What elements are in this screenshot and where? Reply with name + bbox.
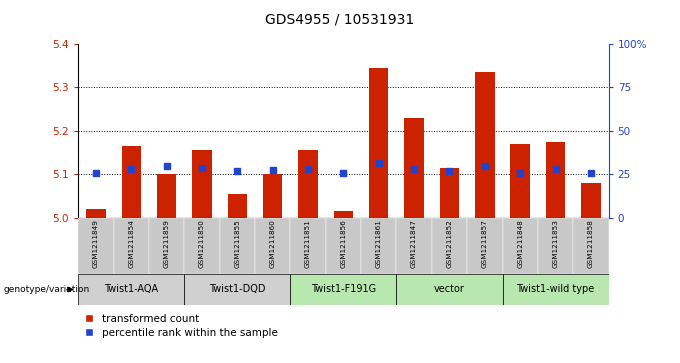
Point — [197, 165, 207, 171]
Bar — [396, 274, 503, 305]
Bar — [440, 168, 459, 218]
Bar — [546, 142, 565, 218]
Text: genotype/variation: genotype/variation — [3, 285, 90, 294]
Text: GSM1211853: GSM1211853 — [553, 220, 558, 268]
Text: GSM1211847: GSM1211847 — [411, 220, 417, 268]
Bar — [78, 274, 184, 305]
Bar — [581, 183, 600, 218]
Point — [303, 166, 313, 172]
Bar — [290, 274, 396, 305]
Text: GSM1211859: GSM1211859 — [164, 220, 169, 268]
Text: GSM1211849: GSM1211849 — [93, 220, 99, 268]
Bar — [157, 174, 176, 218]
Bar — [405, 118, 424, 218]
Text: GSM1211858: GSM1211858 — [588, 220, 594, 268]
Bar — [538, 218, 573, 274]
Text: GDS4955 / 10531931: GDS4955 / 10531931 — [265, 13, 415, 27]
Text: GSM1211854: GSM1211854 — [129, 220, 134, 268]
Bar — [511, 144, 530, 218]
Bar — [220, 218, 255, 274]
Bar — [184, 274, 290, 305]
Bar — [122, 146, 141, 218]
Point — [550, 166, 561, 172]
Point — [373, 160, 384, 166]
Text: GSM1211861: GSM1211861 — [376, 220, 381, 268]
Bar — [369, 68, 388, 218]
Bar — [326, 218, 361, 274]
Bar — [192, 150, 211, 218]
Text: GSM1211850: GSM1211850 — [199, 220, 205, 268]
Legend: transformed count, percentile rank within the sample: transformed count, percentile rank withi… — [84, 314, 278, 338]
Bar — [396, 218, 432, 274]
Bar — [361, 218, 396, 274]
Bar — [263, 174, 282, 218]
Bar — [149, 218, 184, 274]
Text: GSM1211848: GSM1211848 — [517, 220, 523, 268]
Bar — [432, 218, 467, 274]
Point — [479, 163, 490, 169]
Bar — [334, 211, 353, 218]
Bar — [255, 218, 290, 274]
Point — [267, 167, 278, 173]
Bar — [503, 274, 609, 305]
Point — [232, 168, 243, 174]
Bar — [228, 194, 247, 218]
Point — [585, 170, 596, 176]
Bar — [114, 218, 149, 274]
Bar — [290, 218, 326, 274]
Text: GSM1211856: GSM1211856 — [341, 220, 346, 268]
Point — [515, 170, 526, 176]
Bar — [475, 72, 494, 218]
Text: Twist1-F191G: Twist1-F191G — [311, 285, 376, 294]
Bar — [467, 218, 503, 274]
Bar — [184, 218, 220, 274]
Text: GSM1211855: GSM1211855 — [235, 220, 240, 268]
Bar — [86, 209, 105, 218]
Bar — [503, 218, 538, 274]
Point — [338, 171, 349, 176]
Point — [444, 168, 455, 174]
Point — [126, 166, 137, 172]
Text: Twist1-DQD: Twist1-DQD — [209, 285, 266, 294]
Text: GSM1211857: GSM1211857 — [482, 220, 488, 268]
Text: vector: vector — [434, 285, 465, 294]
Text: Twist1-wild type: Twist1-wild type — [516, 285, 595, 294]
Text: GSM1211851: GSM1211851 — [305, 220, 311, 268]
Point — [161, 163, 172, 169]
Text: Twist1-AQA: Twist1-AQA — [104, 285, 158, 294]
Point — [90, 171, 101, 176]
Text: GSM1211860: GSM1211860 — [270, 220, 275, 268]
Bar — [573, 218, 609, 274]
Bar — [299, 150, 318, 218]
Point — [409, 166, 420, 172]
Text: GSM1211852: GSM1211852 — [447, 220, 452, 268]
Bar — [78, 218, 114, 274]
